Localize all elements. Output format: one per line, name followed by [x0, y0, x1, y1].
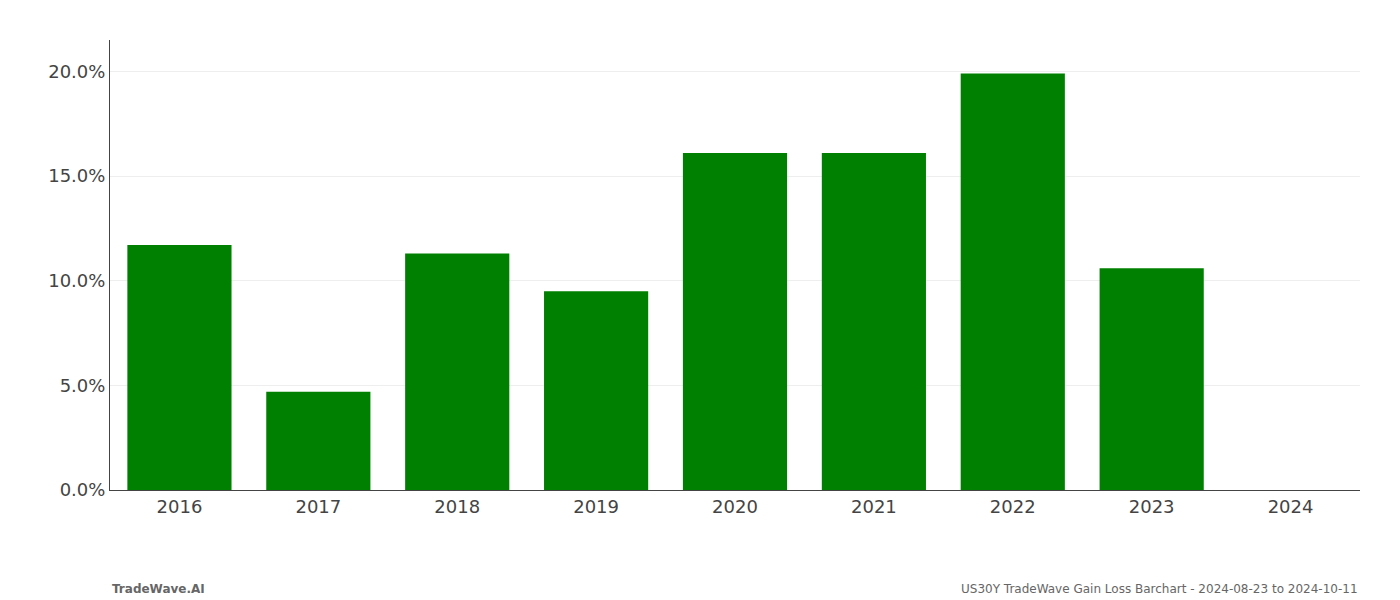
svg-text:2021: 2021 [851, 496, 897, 517]
svg-text:2024: 2024 [1268, 496, 1314, 517]
svg-text:0.0%: 0.0% [60, 479, 106, 500]
svg-text:2022: 2022 [990, 496, 1036, 517]
svg-text:TradeWave.AI: TradeWave.AI [112, 582, 205, 596]
svg-text:20.0%: 20.0% [48, 61, 105, 82]
svg-text:15.0%: 15.0% [48, 165, 105, 186]
svg-text:2017: 2017 [295, 496, 341, 517]
svg-text:US30Y TradeWave Gain Loss Barc: US30Y TradeWave Gain Loss Barchart - 202… [961, 582, 1358, 596]
svg-text:2023: 2023 [1129, 496, 1175, 517]
svg-text:2020: 2020 [712, 496, 758, 517]
svg-text:2016: 2016 [157, 496, 203, 517]
svg-text:5.0%: 5.0% [60, 375, 106, 396]
svg-text:2018: 2018 [434, 496, 480, 517]
svg-text:2019: 2019 [573, 496, 619, 517]
svg-text:10.0%: 10.0% [48, 270, 105, 291]
